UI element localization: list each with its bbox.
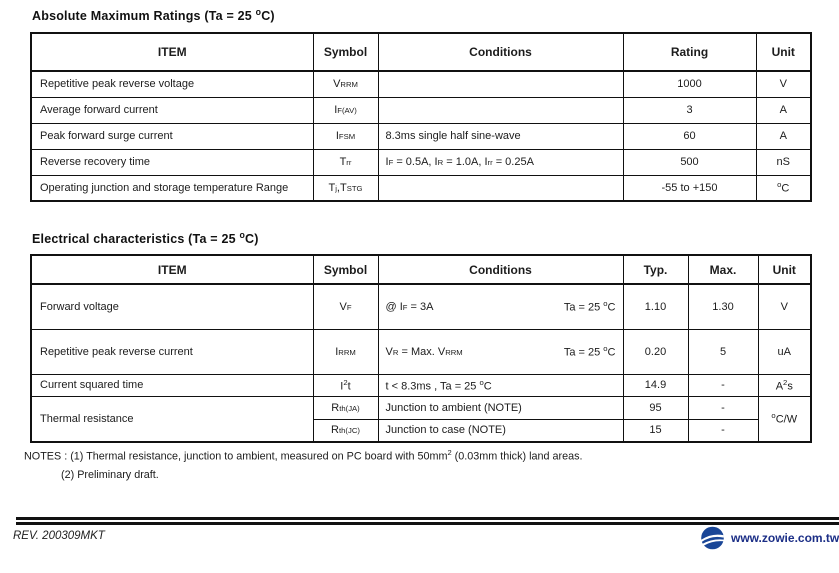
conditions-cell: t < 8.3ms , Ta = 25 oC [377,373,624,397]
symbol-cell: VF [312,283,379,330]
zowie-website-link[interactable]: www.zowie.com.tw [731,531,839,545]
table-row: Thermal resistance Rth(JA) Junction to a… [30,395,812,443]
table-row: Operating junction and storage temperatu… [30,174,812,202]
conditions-cell [377,70,624,98]
table-row: Forward voltage VF @ IF = 3A Ta = 25 oC … [30,283,812,330]
footer-rule-top [16,517,839,520]
zowie-globe-logo-icon [700,526,725,550]
conditions-cell [377,174,624,202]
item-cell: Peak forward surge current [30,122,314,150]
rating-cell: 1000 [622,70,757,98]
table2-col-item: ITEM [30,254,314,285]
typ-cell: 0.20 [622,328,689,375]
condition-left: VR = Max. VRRM [385,345,463,358]
conditions-cell [377,96,624,124]
table1-col-symbol: Symbol [312,32,379,72]
symbol-cell: VRRM [312,70,379,98]
item-cell: Thermal resistance [30,395,314,443]
note-line-2: (2) Preliminary draft. [61,468,159,481]
unit-cell: A2s [757,373,812,397]
typ-cell: 14.9 [622,373,689,397]
revision-label: REV. 200309MKT [13,530,105,542]
conditions-cell: 8.3ms single half sine-wave [377,122,624,150]
item-cell: Repetitive peak reverse voltage [30,70,314,98]
table-row: Average forward current IF(AV) 3 A [30,96,812,124]
rating-cell: 3 [622,96,757,124]
note-line-1: NOTES : (1) Thermal resistance, junction… [24,448,583,463]
item-cell: Operating junction and storage temperatu… [30,174,314,202]
unit-cell: nS [755,148,812,176]
max-cell: - [687,395,759,420]
table2-header-row: ITEM Symbol Conditions Typ. Max. Unit [30,254,812,285]
unit-cell: A [755,96,812,124]
unit-cell: oC/W [757,395,812,443]
unit-cell: V [755,70,812,98]
max-cell: 1.30 [687,283,759,330]
table1-col-item: ITEM [30,32,314,72]
table1-col-unit: Unit [755,32,812,72]
item-cell: Forward voltage [30,283,314,330]
symbol-cell: Rth(JA) [312,395,379,420]
item-cell: Current squared time [30,373,314,397]
typ-cell: 1.10 [622,283,689,330]
electrical-characteristics-title: Electrical characteristics (Ta = 25 oC) [32,230,259,247]
condition-right: Ta = 25 oC [563,344,616,359]
table-row: Reverse recovery time Trr IF = 0.5A, IR … [30,148,812,176]
condition-right: Ta = 25 oC [563,299,616,315]
conditions-cell: @ IF = 3A Ta = 25 oC [377,283,624,330]
symbol-cell: Tj,TSTG [312,174,379,202]
typ-cell: 15 [622,418,689,443]
table2-col-symbol: Symbol [312,254,379,285]
typ-cell: 95 [622,395,689,420]
symbol-cell: IF(AV) [312,96,379,124]
table1-col-rating: Rating [622,32,757,72]
rating-cell: 60 [622,122,757,150]
table2-col-conditions: Conditions [377,254,624,285]
table2-col-unit: Unit [757,254,812,285]
max-cell: - [687,373,759,397]
notes-block: NOTES : (1) Thermal resistance, junction… [24,444,582,484]
rating-cell: -55 to +150 [622,174,757,202]
abs-max-ratings-table: ITEM Symbol Conditions Rating Unit Repet… [30,32,812,202]
symbol-cell: IFSM [312,122,379,150]
unit-cell: oC [755,174,812,202]
max-cell: 5 [687,328,759,375]
footer-brand: www.zowie.com.tw [700,526,839,550]
symbol-cell: Rth(JC) [312,418,379,443]
table-row: Rth(JC) Junction to case (NOTE) 15 - [31,418,811,443]
conditions-cell: VR = Max. VRRM Ta = 25 oC [377,328,624,375]
table1-header-row: ITEM Symbol Conditions Rating Unit [30,32,812,72]
abs-max-ratings-title: Absolute Maximum Ratings (Ta = 25 oC) [32,7,275,24]
table1-col-conditions: Conditions [377,32,624,72]
max-cell: - [687,418,759,443]
condition-left: @ IF = 3A [385,300,434,313]
rating-cell: 500 [622,148,757,176]
unit-cell: A [755,122,812,150]
table-row: Repetitive peak reverse voltage VRRM 100… [30,70,812,98]
table-row: Current squared time I2t t < 8.3ms , Ta … [30,373,812,397]
symbol-cell: I2t [312,373,379,397]
footer-rule-bottom [16,522,839,525]
conditions-cell: Junction to ambient (NOTE) [377,395,624,420]
conditions-cell: IF = 0.5A, IR = 1.0A, Irr = 0.25A [377,148,624,176]
conditions-cell: Junction to case (NOTE) [377,418,624,443]
table-row: Repetitive peak reverse current IRRM VR … [30,328,812,375]
item-cell: Reverse recovery time [30,148,314,176]
table-row: Peak forward surge current IFSM 8.3ms si… [30,122,812,150]
item-cell: Average forward current [30,96,314,124]
unit-cell: uA [757,328,812,375]
symbol-cell: IRRM [312,328,379,375]
symbol-cell: Trr [312,148,379,176]
item-cell: Repetitive peak reverse current [30,328,314,375]
electrical-characteristics-table: ITEM Symbol Conditions Typ. Max. Unit Fo… [30,254,812,443]
table2-col-max: Max. [687,254,759,285]
table2-col-typ: Typ. [622,254,689,285]
unit-cell: V [757,283,812,330]
